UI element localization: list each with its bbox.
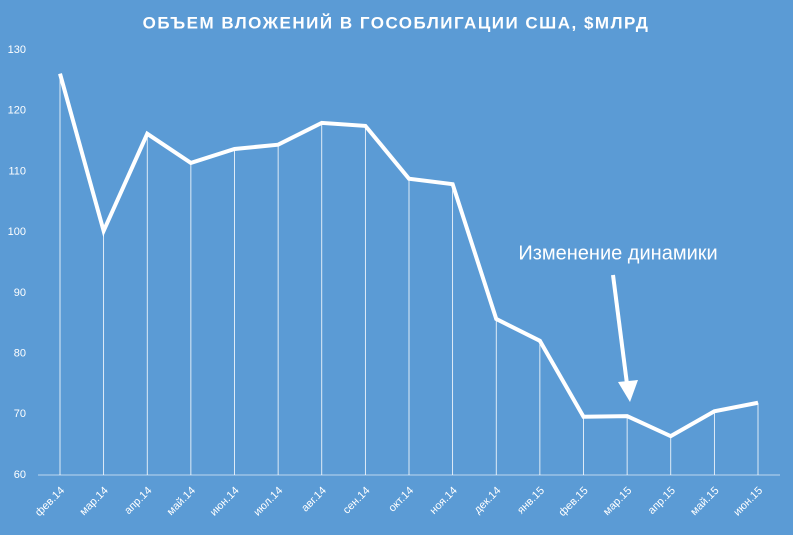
y-tick-label: 90 — [14, 287, 26, 299]
annotation-arrow — [611, 274, 629, 385]
annotation-arrowhead — [618, 380, 638, 402]
y-tick-label: 60 — [14, 469, 26, 481]
y-tick-label: 110 — [8, 165, 26, 177]
y-tick-label: 80 — [14, 347, 26, 359]
chart-title: ОБЪЕМ ВЛОЖЕНИЙ В ГОСОБЛИГАЦИИ США, $МЛРД — [143, 13, 650, 32]
y-tick-label: 130 — [8, 44, 26, 56]
annotation: Изменение динамики — [518, 242, 717, 264]
y-tick-label: 70 — [14, 408, 26, 420]
y-tick-label: 120 — [8, 105, 26, 117]
data-line — [58, 73, 759, 439]
y-tick-label: 100 — [8, 226, 26, 238]
